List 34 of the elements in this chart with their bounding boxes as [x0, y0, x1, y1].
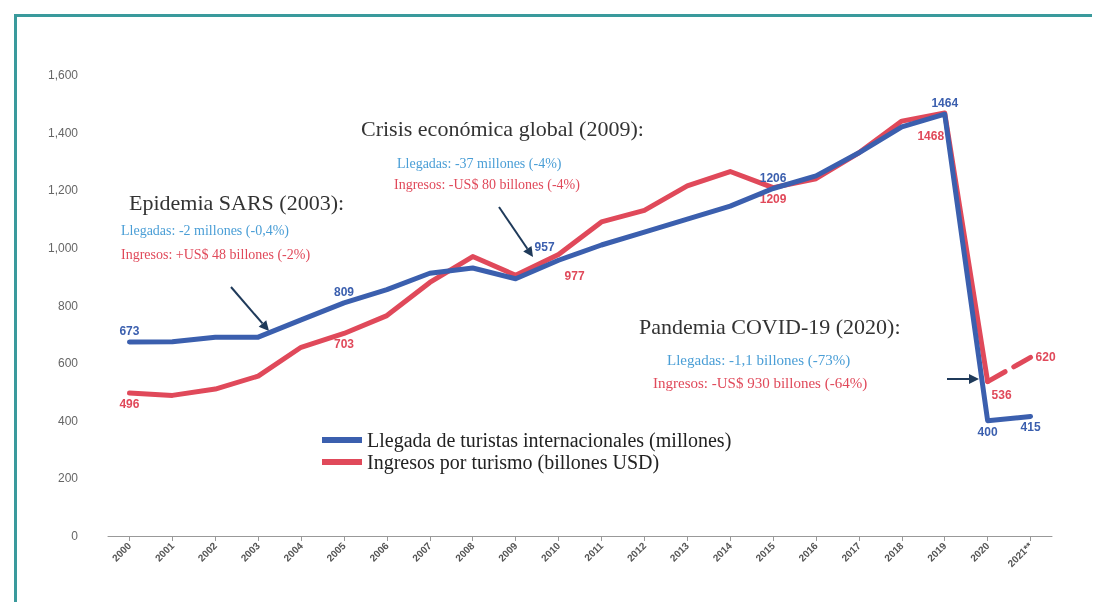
y-tick-label: 0 — [71, 529, 79, 543]
annotation: Llegadas: -1,1 billones (-73%) — [667, 351, 851, 369]
y-tick-label: 1,000 — [47, 240, 79, 255]
data-label: 536 — [991, 387, 1012, 402]
data-label: 496 — [119, 397, 140, 412]
annotation: Crisis económica global (2009): — [361, 115, 644, 141]
data-label: 673 — [119, 324, 140, 339]
annotation: Pandemia COVID-19 (2020): — [639, 313, 901, 339]
data-label: 1209 — [759, 191, 787, 206]
legend-label: Llegada de turistas internacionales (millones) — [367, 429, 732, 452]
y-tick-label: 200 — [57, 471, 79, 486]
annotation: Ingresos: -US$ 930 billones (-64%) — [653, 374, 868, 392]
annotation: Llegadas: -37 millones (-4%) — [397, 155, 562, 172]
y-tick-label: 600 — [57, 356, 79, 371]
legend-label: Ingresos por turismo (billones USD) — [367, 451, 660, 474]
data-label: 977 — [564, 268, 585, 283]
data-label: 415 — [1020, 420, 1041, 435]
annotation: Ingresos: -US$ 80 billones (-4%) — [394, 176, 581, 193]
annotation: Llegadas: -2 millones (-0,4%) — [121, 222, 290, 239]
data-label: 1206 — [759, 170, 787, 185]
y-tick-label: 1,600 — [47, 68, 79, 82]
y-tick-label: 800 — [57, 298, 79, 313]
data-label: 1464 — [931, 96, 959, 111]
data-label: 620 — [1035, 350, 1056, 365]
y-tick-label: 400 — [57, 413, 79, 428]
data-label: 703 — [333, 337, 355, 352]
data-label: 809 — [333, 284, 355, 299]
data-label: 1468 — [917, 129, 945, 144]
y-tick-label: 1,400 — [47, 125, 79, 140]
annotation: Epidemia SARS (2003): — [129, 189, 345, 215]
data-label: 957 — [534, 240, 555, 255]
annotation: Ingresos: +US$ 48 billones (-2%) — [121, 246, 311, 263]
y-tick-label: 1,200 — [47, 183, 79, 198]
data-label: 400 — [977, 424, 998, 439]
